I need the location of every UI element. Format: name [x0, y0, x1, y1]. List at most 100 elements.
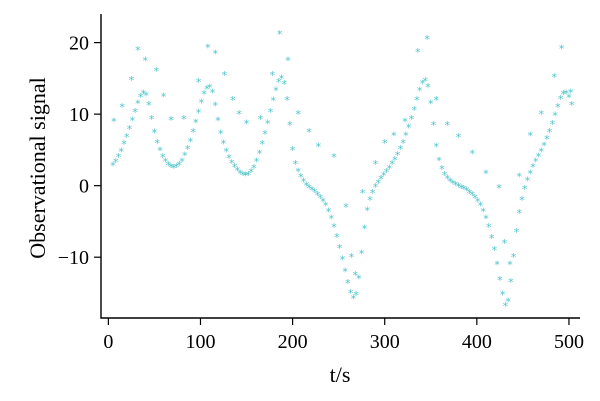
data-point: * [381, 170, 387, 183]
data-point: * [552, 110, 558, 123]
data-point: * [352, 269, 358, 282]
data-point: * [539, 108, 545, 121]
data-point: * [469, 189, 475, 202]
x-tick-label: 200 [278, 331, 308, 353]
data-point: * [127, 123, 133, 136]
data-point: * [486, 221, 492, 234]
data-point: * [161, 90, 167, 103]
data-point: * [400, 137, 406, 150]
data-point: * [351, 293, 357, 306]
data-point: * [177, 159, 183, 172]
data-point: * [279, 72, 285, 85]
data-point: * [541, 140, 547, 153]
data-point: * [478, 200, 484, 213]
data-point: * [464, 185, 470, 198]
data-point: * [382, 137, 388, 150]
data-point: * [528, 130, 534, 143]
data-point: * [257, 147, 263, 160]
data-point: * [422, 75, 428, 88]
data-point: * [445, 119, 451, 132]
data-point: * [188, 135, 194, 148]
y-ticks: −10 0 10 20 [58, 33, 101, 269]
data-point: * [329, 213, 335, 226]
data-point: * [323, 200, 329, 213]
data-point: * [342, 266, 348, 279]
data-point: * [359, 248, 365, 261]
data-point: * [212, 47, 218, 60]
data-point: * [168, 114, 174, 127]
data-point: * [563, 87, 569, 100]
data-point: * [559, 42, 565, 55]
data-point: * [179, 155, 185, 168]
data-point: * [309, 184, 315, 197]
data-point: * [146, 99, 152, 112]
data-point: * [528, 168, 534, 181]
data-point: * [403, 130, 409, 143]
data-point: * [185, 143, 191, 156]
y-tick-label: 20 [69, 33, 89, 55]
data-point: * [295, 165, 301, 178]
data-point: * [536, 150, 542, 163]
data-point: * [434, 140, 440, 153]
data-point: * [508, 276, 514, 289]
data-point: * [304, 180, 310, 193]
data-point: * [475, 195, 481, 208]
data-point: * [337, 242, 343, 255]
data-point: * [362, 223, 368, 236]
data-point: * [138, 91, 144, 104]
data-point: * [539, 145, 545, 158]
data-point: * [171, 162, 177, 175]
data-point: * [116, 151, 122, 164]
data-point: * [467, 187, 473, 200]
data-point: * [442, 169, 448, 182]
x-tick-label: 500 [554, 331, 584, 353]
data-point: * [450, 178, 456, 191]
data-point: * [345, 277, 351, 290]
data-point: * [447, 175, 453, 188]
data-point: * [544, 133, 550, 146]
data-point: * [262, 128, 268, 141]
data-point: * [376, 177, 382, 190]
data-point: * [502, 237, 508, 250]
data-point: * [163, 155, 169, 168]
data-point: * [135, 97, 141, 110]
data-point: * [434, 94, 440, 107]
data-point: * [111, 115, 117, 128]
data-point: * [384, 166, 390, 179]
data-point: * [276, 76, 282, 89]
data-point: * [360, 187, 366, 200]
data-point: * [265, 117, 271, 130]
data-point: * [254, 155, 260, 168]
data-point: * [378, 173, 384, 186]
data-point: * [196, 76, 202, 89]
data-point: * [320, 195, 326, 208]
data-point: * [143, 90, 149, 103]
data-point: * [340, 253, 346, 266]
data-point: * [293, 158, 299, 171]
data-point: * [181, 113, 187, 126]
data-point: * [456, 180, 462, 193]
data-point: * [235, 165, 241, 178]
data-point: * [154, 137, 160, 150]
data-point: * [497, 274, 503, 287]
data-point: * [551, 71, 557, 84]
data-point: * [331, 151, 337, 164]
data-point: * [409, 113, 415, 126]
data-point: * [436, 155, 442, 168]
data-point: * [142, 54, 148, 67]
x-tick-label: 400 [462, 331, 492, 353]
data-point: * [119, 101, 125, 114]
points-layer: ****************************************… [110, 28, 575, 313]
y-axis-title: Observational signal [25, 77, 50, 258]
data-point: * [226, 152, 232, 165]
data-point: * [135, 44, 141, 57]
data-point: * [113, 156, 119, 169]
data-point: * [282, 78, 288, 91]
data-point: * [230, 94, 236, 107]
data-point: * [244, 117, 250, 130]
data-point: * [224, 145, 230, 158]
data-point: * [119, 145, 125, 158]
data-point: * [411, 104, 417, 117]
data-point: * [525, 175, 531, 188]
